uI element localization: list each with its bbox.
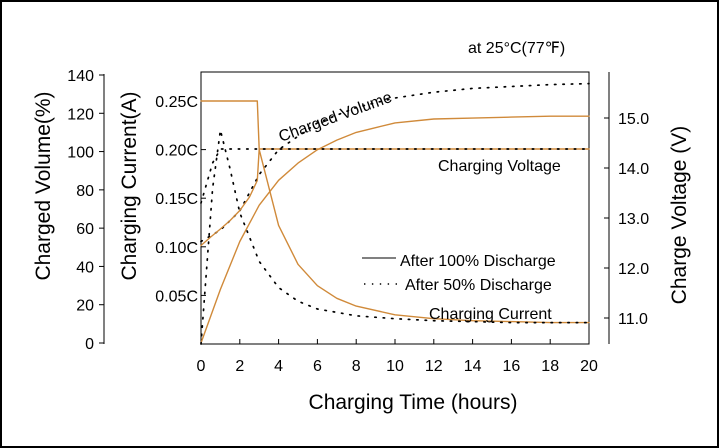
volume-axis-label: Charged Volume(%)	[32, 91, 55, 280]
charging-voltage-50pct-line	[200, 148, 590, 204]
current-axis-label: Charging Current(A)	[118, 91, 141, 280]
legend-entry-100: After 100% Discharge	[400, 253, 556, 270]
voltage-tick-label: 12.0	[618, 261, 649, 278]
legend: After 100% Discharge After 50% Discharge	[362, 253, 556, 294]
series-layer	[200, 82, 590, 345]
x-tick-label: 0	[197, 358, 206, 375]
x-tick-label: 14	[464, 358, 482, 375]
legend-entry-50: After 50% Discharge	[405, 277, 552, 294]
x-tick-label: 12	[425, 358, 443, 375]
x-tick-label: 6	[313, 358, 322, 375]
x-tick-label: 8	[352, 358, 361, 375]
x-tick-label: 2	[235, 358, 244, 375]
x-axis-label: Charging Time (hours)	[309, 391, 518, 414]
voltage-tick-label: 13.0	[618, 211, 649, 228]
charging-current-50pct-line	[200, 129, 590, 345]
volume-tick-label: 100	[67, 145, 94, 162]
x-tick-label: 10	[386, 358, 404, 375]
volume-tick-label: 60	[76, 221, 94, 238]
volume-tick-label: 0	[85, 336, 94, 353]
voltage-tick-label: 14.0	[618, 161, 649, 178]
current-tick-label: 0.10C	[155, 240, 198, 257]
x-tick-label: 4	[274, 358, 283, 375]
x-tick-label: 16	[503, 358, 521, 375]
charging-current-100pct-line	[200, 100, 590, 324]
voltage-axis-ticks: 11.0 12.0 13.0 14.0 15.0	[604, 111, 649, 328]
voltage-axis-label: Charge Voltage (V)	[668, 126, 691, 305]
volume-tick-label: 140	[67, 68, 94, 85]
volume-tick-label: 20	[76, 298, 94, 315]
volume-tick-label: 40	[76, 259, 94, 276]
current-axis-ticks: 0.05C 0.10C 0.15C 0.20C 0.25C	[155, 94, 206, 305]
current-tick-label: 0.05C	[155, 288, 198, 305]
voltage-tick-label: 11.0	[618, 311, 648, 328]
charged-volume-100pct-line	[200, 115, 590, 344]
volume-tick-label: 120	[67, 106, 94, 123]
volume-tick-label: 80	[76, 183, 94, 200]
x-tick-label: 20	[580, 358, 598, 375]
condition-label: at 25°C(77℉)	[468, 40, 565, 57]
voltage-tick-label: 15.0	[618, 111, 649, 128]
charging-voltage-100pct-line	[200, 148, 590, 247]
volume-axis-ticks: 0 20 40 60 80 100 120 140	[67, 68, 104, 353]
current-tick-label: 0.25C	[155, 94, 198, 111]
current-tick-label: 0.20C	[155, 143, 198, 160]
x-axis-ticks: 0 2 4 6 8 10 12 14 16 18 20	[197, 339, 598, 375]
charging-voltage-annotation: Charging Voltage	[438, 158, 561, 175]
current-tick-label: 0.15C	[155, 191, 198, 208]
charging-current-annotation: Charging Current	[429, 306, 552, 323]
x-tick-label: 18	[541, 358, 559, 375]
